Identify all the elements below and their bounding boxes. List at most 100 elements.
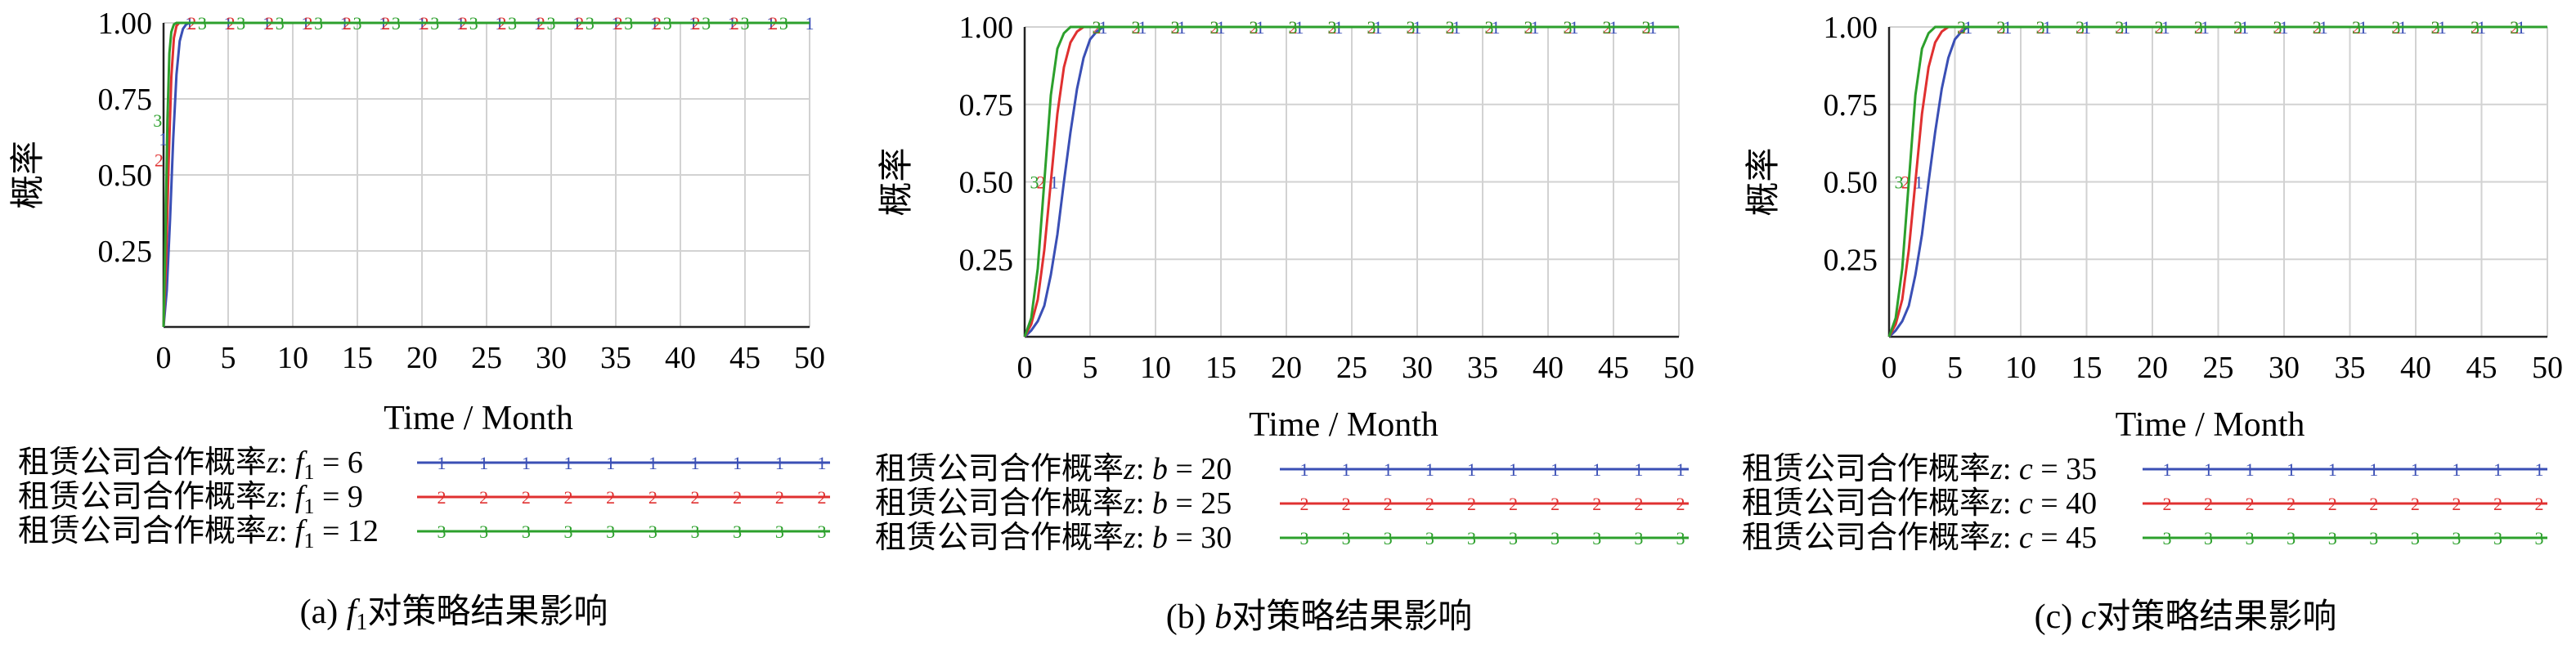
x-tick-label: 10 — [1140, 351, 1171, 385]
legend-marker: 2 — [438, 487, 447, 508]
series-marker: 3 — [2076, 17, 2085, 38]
legend-marker: 3 — [522, 521, 531, 542]
legend-marker: 2 — [2246, 494, 2255, 514]
legend-marker: 2 — [1467, 494, 1476, 514]
legend-marker: 2 — [775, 487, 784, 508]
series-marker: 3 — [1446, 17, 1455, 38]
y-tick-label: 0.25 — [959, 243, 1014, 277]
legend-label: 租赁公司合作概率z: b = 20 — [875, 450, 1232, 486]
series-marker: 3 — [1367, 17, 1376, 38]
series-marker: 3 — [547, 13, 556, 34]
x-tick-label: 45 — [2466, 351, 2497, 385]
legend-marker: 2 — [1634, 494, 1643, 514]
x-tick-label: 35 — [2335, 351, 2366, 385]
legend-marker: 2 — [2535, 494, 2544, 514]
legend-label: 租赁公司合作概率z: f1 = 9 — [18, 478, 363, 518]
series-line — [1023, 25, 1679, 338]
x-tick-label: 20 — [2137, 351, 2168, 385]
series-marker: 3 — [1328, 17, 1337, 38]
legend-marker: 3 — [1467, 528, 1476, 548]
series-marker: 3 — [1485, 17, 1494, 38]
legend-marker: 1 — [1300, 459, 1309, 480]
legend-marker: 2 — [1384, 494, 1393, 514]
legend-marker: 1 — [1384, 459, 1393, 480]
y-tick-label: 0.25 — [98, 235, 153, 269]
series-marker: 3 — [2313, 17, 2322, 38]
legend-marker: 3 — [2287, 528, 2296, 548]
legend-marker: 1 — [733, 453, 742, 473]
y-axis-label: 概率 — [1744, 147, 1783, 216]
legend-label: 租赁公司合作概率z: f1 = 12 — [18, 512, 379, 553]
legend-marker: 2 — [818, 487, 827, 508]
series-marker: 3 — [2155, 17, 2164, 38]
series-marker: 3 — [586, 13, 595, 34]
series-marker: 3 — [2471, 17, 2480, 38]
x-tick-label: 35 — [600, 341, 631, 375]
series-marker: 3 — [1030, 172, 1039, 193]
legend-marker: 3 — [479, 521, 488, 542]
series-marker: 3 — [430, 13, 439, 34]
series-marker: 3 — [1895, 172, 1904, 193]
legend: 租赁公司合作概率z: b = 20 1 1 1 1 1 1 1 1 1 1 租赁公司合作概率z: b … — [875, 450, 1689, 555]
legend-marker: 3 — [1342, 528, 1351, 548]
series-3: 3 3 3 3 3 3 3 3 3 3 3 3 3 3 3 3 3 — [153, 13, 810, 328]
series-marker: 3 — [153, 110, 162, 131]
legend-marker: 3 — [818, 521, 827, 542]
series-marker: 3 — [314, 13, 323, 34]
series-marker: 3 — [2194, 17, 2203, 38]
x-tick-label: 45 — [729, 341, 761, 375]
legend-marker: 1 — [775, 453, 784, 473]
legend-marker: 2 — [2411, 494, 2420, 514]
chart-panel-3: 0 5 10 15 20 25 30 35 40 45 50 0.25 0.50 0.75 1.00 Time… — [1742, 11, 2563, 636]
y-tick-label: 0.50 — [1824, 166, 1878, 200]
x-tick-label: 40 — [2400, 351, 2431, 385]
legend-marker: 3 — [564, 521, 573, 542]
x-axis-label: Time / Month — [1249, 406, 1438, 444]
legend-marker: 1 — [479, 453, 488, 473]
legend-marker: 2 — [2163, 494, 2172, 514]
x-tick-label: 35 — [1467, 351, 1498, 385]
legend-marker: 3 — [2452, 528, 2461, 548]
legend-marker: 3 — [1634, 528, 1643, 548]
legend-marker: 2 — [1509, 494, 1518, 514]
x-tick-label: 25 — [1336, 351, 1367, 385]
legend-marker: 2 — [2328, 494, 2337, 514]
series-marker: 2 — [1037, 172, 1046, 193]
legend-marker: 1 — [2493, 459, 2502, 480]
legend-marker: 1 — [1425, 459, 1434, 480]
x-tick-label: 15 — [2071, 351, 2103, 385]
x-tick-label: 5 — [1947, 351, 1963, 385]
x-tick-label: 45 — [1598, 351, 1629, 385]
y-tick-label: 1.00 — [98, 7, 153, 41]
series-marker: 2 — [155, 150, 164, 170]
legend-marker: 3 — [775, 521, 784, 542]
series-marker: 3 — [1524, 17, 1533, 38]
legend-marker: 3 — [2204, 528, 2213, 548]
series-marker: 3 — [1132, 17, 1141, 38]
series-marker: 3 — [1407, 17, 1416, 38]
y-tick-label: 0.75 — [98, 83, 153, 117]
legend-marker: 2 — [522, 487, 531, 508]
y-tick-label: 1.00 — [1824, 11, 1878, 45]
series-marker: 3 — [663, 13, 672, 34]
legend-marker: 3 — [1592, 528, 1601, 548]
panel-caption: (b) b对策略结果影响 — [1166, 596, 1473, 636]
x-tick-label: 0 — [1882, 351, 1897, 385]
legend-marker: 3 — [691, 521, 700, 542]
series-marker: 3 — [779, 13, 788, 34]
x-tick-label: 25 — [471, 341, 502, 375]
panel-caption: (c) c对策略结果影响 — [2035, 596, 2337, 636]
series-line — [1887, 25, 2547, 338]
series-marker: 3 — [236, 13, 245, 34]
x-tick-label: 20 — [1271, 351, 1302, 385]
legend-marker: 1 — [1509, 459, 1518, 480]
legend-marker: 2 — [1342, 494, 1351, 514]
legend-marker: 1 — [2452, 459, 2461, 480]
series-line — [1887, 25, 2547, 338]
legend-marker: 2 — [648, 487, 657, 508]
panel-caption: (a) f1对策略结果影响 — [300, 591, 608, 635]
legend-label: 租赁公司合作概率z: b = 25 — [875, 485, 1232, 521]
legend-marker: 1 — [522, 453, 531, 473]
legend-label: 租赁公司合作概率z: c = 35 — [1742, 450, 2097, 486]
